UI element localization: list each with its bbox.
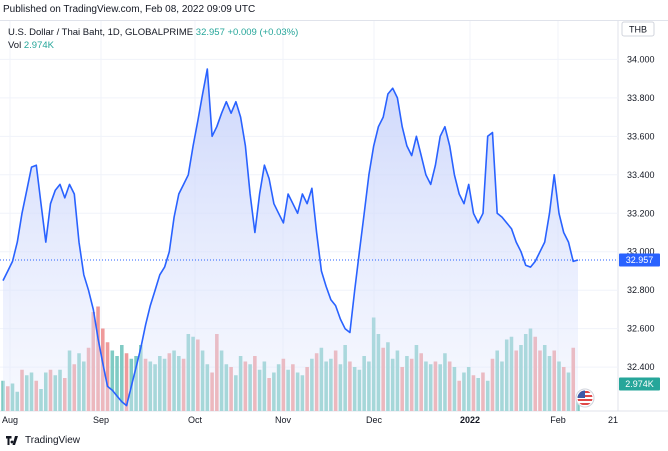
symbol-legend[interactable]: U.S. Dollar / Thai Baht, 1D, GLOBALPRIME…: [8, 27, 298, 38]
y-tick-label: 33.800: [627, 93, 655, 103]
last-price-badge: 32.957: [619, 253, 660, 267]
price-area-fill: [3, 69, 578, 411]
symbol-title: U.S. Dollar / Thai Baht, 1D, GLOBALPRIME: [8, 27, 194, 38]
volume-bar: [115, 356, 119, 411]
last-price-value: 32.957: [195, 27, 225, 38]
volume-bar: [105, 342, 110, 411]
x-tick-label: Sep: [93, 415, 109, 425]
x-tick-label: Oct: [188, 415, 203, 425]
footer: TradingView: [0, 430, 668, 451]
y-tick-label: 33.400: [627, 170, 655, 180]
x-tick-label: Aug: [2, 415, 18, 425]
volume-bar: [124, 353, 129, 411]
price-axis[interactable]: 34.000 33.800 33.600 33.400 33.200 33.000 32.8…: [627, 54, 655, 372]
y-tick-label: 32.400: [627, 362, 655, 372]
y-tick-label: 33.000: [627, 247, 655, 257]
us-flag-icon: [575, 388, 595, 408]
x-tick-label: 21: [608, 415, 618, 425]
y-tick-label: 32.800: [627, 285, 655, 295]
price-change-value: +0.009 (+0.03%): [227, 27, 299, 38]
chart-panel[interactable]: 34.000 33.800 33.600 33.400 33.200 33.000 32.8…: [0, 20, 668, 430]
x-tick-label: Nov: [275, 415, 292, 425]
x-tick-label: Feb: [550, 415, 566, 425]
tradingview-logo-icon: [6, 436, 18, 445]
y-tick-label: 34.000: [627, 54, 655, 64]
x-tick-label: Dec: [366, 415, 383, 425]
last-price-label: 32.957: [626, 255, 654, 265]
last-volume-badge: 2.974K: [619, 377, 660, 391]
currency-button[interactable]: THB: [621, 21, 655, 37]
last-volume-label: 2.974K: [625, 379, 654, 389]
y-tick-label: 33.600: [627, 131, 655, 141]
y-tick-label: 32.600: [627, 324, 655, 334]
volume-bar: [110, 350, 115, 411]
published-caption: Published on TradingView.com, Feb 08, 20…: [3, 4, 256, 15]
tradingview-brand: TradingView: [25, 435, 81, 446]
y-tick-label: 33.200: [627, 208, 655, 218]
volume-value: 2.974K: [23, 40, 54, 51]
price-chart[interactable]: 34.000 33.800 33.600 33.400 33.200 33.000 32.8…: [0, 21, 668, 431]
volume-bar: [120, 345, 124, 411]
time-axis[interactable]: Aug Sep Oct Nov Dec 2022 Feb 21: [2, 415, 618, 425]
x-tick-label: 2022: [460, 415, 480, 425]
volume-legend[interactable]: Vol 2.974K: [8, 40, 54, 51]
volume-label: Vol: [8, 40, 22, 51]
price-line: [2, 68, 579, 407]
currency-label: THB: [629, 25, 647, 35]
